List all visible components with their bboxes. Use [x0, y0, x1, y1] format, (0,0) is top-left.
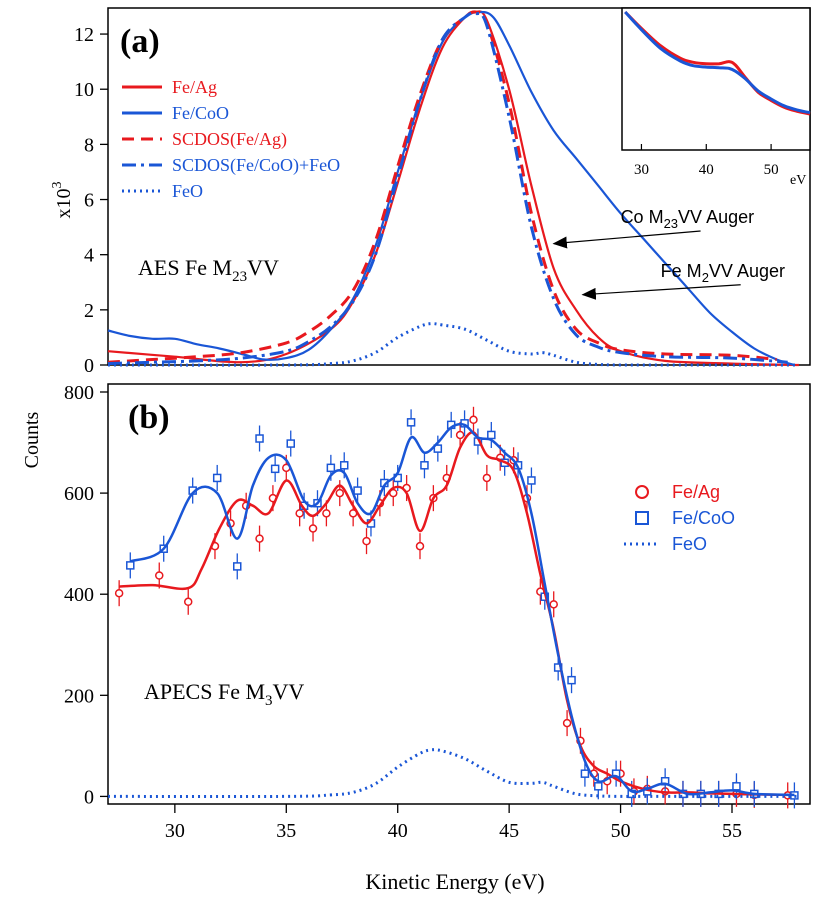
panel-a-frame: [107, 7, 811, 366]
data-point-circle: [114, 588, 124, 598]
panel-b-x-tick-label: 35: [276, 820, 296, 842]
data-point-square: [406, 418, 416, 427]
inset-x-ticks: 30 40 50 eV: [634, 144, 806, 188]
panel-b-y-ticks: 0 200 400 600 800: [64, 382, 108, 808]
inset-x-tick-label: 40: [699, 162, 714, 178]
panel-b-annotation: APECS Fe M3VV: [144, 679, 304, 709]
panel-b-frame: [107, 383, 811, 805]
panel-a-y-tick-label: 8: [84, 134, 94, 156]
panel-b-legend: Fe/Ag Fe/CoO FeO: [624, 482, 735, 554]
panel-a-legend: Fe/Ag Fe/CoO SCDOS(Fe/Ag) SCDOS(Fe/CoO)+FeO…: [122, 77, 340, 201]
data-point-circle: [155, 571, 164, 580]
panel-a-arrows: Co M23VV Auger Fe M2VV Auger: [552, 207, 785, 300]
data-point-circle: [469, 415, 478, 425]
annotation-arrow: [581, 284, 741, 300]
panel-a-y-tick-label: 4: [84, 245, 94, 267]
panel-a-series-line: [107, 11, 788, 366]
data-point-circle: [455, 430, 465, 440]
data-point-circle: [322, 509, 331, 518]
panel-b: 0 200 400 600 800 30 35 40 45 50 55 (b) Counts AP…: [21, 382, 811, 894]
panel-a-y-ticks: 0 2 4 6 8 10 12: [74, 24, 108, 377]
panel-b-legend-label: Fe/Ag: [672, 482, 720, 502]
data-point-square: [353, 486, 362, 495]
data-point-circle: [562, 718, 572, 728]
panel-b-y-tick-label: 800: [64, 382, 94, 404]
data-point-square: [339, 461, 349, 470]
panel-a-ylabel: x103: [50, 182, 75, 219]
data-point-square: [420, 461, 429, 470]
inset-x-tick-label: 30: [634, 162, 649, 178]
panel-b-fit-line: [129, 422, 795, 797]
panel-b-y-tick-label: 200: [64, 685, 94, 707]
panel-b-series: [107, 406, 799, 809]
inset-x-unit: eV: [790, 173, 806, 188]
panel-b-x-tick-label: 45: [499, 820, 519, 842]
data-point-circle: [335, 488, 345, 498]
data-point-square: [270, 464, 280, 474]
data-point-circle: [482, 473, 492, 483]
panel-b-x-tick-label: 40: [388, 820, 408, 842]
data-point-square: [233, 562, 242, 571]
data-point-circle: [183, 597, 193, 607]
panel-b-y-tick-label: 600: [64, 483, 94, 505]
panel-a-label: (a): [120, 23, 160, 60]
data-point-square: [594, 782, 603, 791]
panel-b-fit-line: [119, 431, 788, 797]
panel-a-y-tick-label: 12: [74, 24, 94, 46]
data-point-square: [126, 561, 135, 570]
data-point-circle: [295, 509, 304, 518]
data-point-square: [527, 476, 536, 485]
panel-b-x-tick-label: 50: [611, 820, 631, 842]
panel-a-y-tick-label: 10: [74, 79, 94, 101]
panel-b-y-tick-label: 0: [84, 786, 94, 808]
data-point-square: [433, 444, 443, 453]
data-point-square: [255, 434, 264, 443]
data-point-circle: [362, 536, 371, 546]
data-point-square: [580, 769, 590, 778]
inset-background: [621, 7, 811, 151]
panel-a-lines: [107, 10, 799, 367]
x-axis-label: Kinetic Energy (eV): [365, 869, 544, 894]
panel-b-legend-swatch: [635, 511, 649, 525]
panel-a-legend-label: Fe/Ag: [172, 77, 217, 97]
data-point-square: [732, 782, 741, 791]
arrow-annotation-label: Co M23VV Auger: [621, 207, 755, 231]
data-point-square: [487, 430, 496, 440]
data-point-circle: [255, 534, 264, 543]
panel-b-legend-label: Fe/CoO: [672, 508, 735, 528]
panel-a-legend-label: Fe/CoO: [172, 103, 229, 123]
panel-b-x-tick-label: 55: [722, 820, 742, 842]
panel-b-x-ticks: 30 35 40 45 50 55: [165, 804, 742, 842]
inset-chart: 30 40 50 eV: [621, 7, 811, 188]
panel-a-legend-label: FeO: [172, 181, 203, 201]
annotation-arrow: [552, 230, 701, 249]
panel-a-series-line: [107, 322, 799, 367]
data-point-square: [286, 439, 295, 448]
panel-a-legend-label: SCDOS(Fe/Ag): [172, 129, 287, 150]
panel-b-y-tick-label: 400: [64, 584, 94, 606]
inset-lines: [624, 10, 811, 116]
arrow-annotation-label: Fe M2VV Auger: [661, 261, 785, 285]
panel-a-y-tick-label: 2: [84, 300, 94, 322]
data-point-square: [326, 463, 336, 473]
panel-b-legend-swatch: [635, 485, 649, 499]
panel-a-y-tick-label: 6: [84, 190, 94, 212]
panel-b-label: (b): [128, 399, 170, 436]
panel-a-legend-label: SCDOS(Fe/CoO)+FeO: [172, 155, 340, 176]
data-point-circle: [549, 600, 558, 609]
panel-a-y-tick-label: 0: [84, 355, 94, 377]
data-point-circle: [308, 524, 318, 533]
panel-b-x-tick-label: 30: [165, 820, 185, 842]
panel-b-legend-label: FeO: [672, 534, 707, 554]
data-point-circle: [415, 541, 425, 551]
data-point-square: [567, 675, 576, 685]
panel-b-fit-line: [107, 748, 799, 799]
inset-series-line: [624, 10, 811, 115]
panel-b-ylabel: Counts: [21, 411, 43, 468]
data-point-square: [212, 473, 222, 483]
panel-a-annotation: AES Fe M23VV: [138, 255, 279, 285]
inset-x-tick-label: 50: [764, 162, 779, 178]
